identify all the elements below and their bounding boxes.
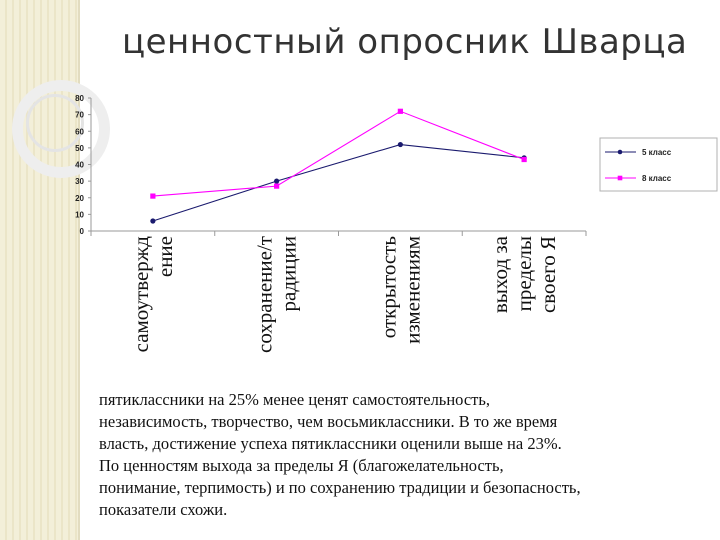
y-tick-label: 70 xyxy=(75,111,84,120)
decorative-ring-inner xyxy=(26,94,84,152)
caption-line: По ценностям выхода за пределы Я (благож… xyxy=(99,456,504,475)
data-point xyxy=(397,108,403,114)
y-tick-label: 60 xyxy=(75,127,84,136)
data-point xyxy=(397,141,403,148)
data-point xyxy=(150,218,156,224)
slide-title: ценностный опросник Шварца xyxy=(122,22,688,62)
caption-line: власть, достижение успеха пятиклассники … xyxy=(99,434,562,453)
legend-label: 8 класс xyxy=(642,174,672,183)
caption-line: понимание, терпимость) и по сохранению т… xyxy=(99,478,581,497)
y-tick-label: 40 xyxy=(75,161,84,170)
data-point xyxy=(274,178,280,184)
x-tick-label: изменениям xyxy=(400,236,424,344)
data-point xyxy=(150,193,156,199)
y-tick-label: 20 xyxy=(75,194,84,203)
caption-text: пятиклассники на 25% менее ценят самосто… xyxy=(99,389,709,521)
data-point xyxy=(521,156,527,163)
y-tick-label: 80 xyxy=(75,94,84,103)
x-tick-label: самоутвержд xyxy=(129,236,153,353)
x-tick-label: открытость xyxy=(376,236,400,338)
caption-line: независимость, творчество, чем восьмикла… xyxy=(99,412,558,431)
y-tick-label: 50 xyxy=(75,144,84,153)
caption-line: пятиклассники на 25% менее ценят самосто… xyxy=(99,390,490,409)
legend-box xyxy=(599,137,718,192)
line-chart: 0 10 20 30 40 50 60 70 80 самоутвержд ение сохранен… xyxy=(75,94,718,353)
x-tick-label: выход за xyxy=(488,235,512,313)
x-tick-label: радиции xyxy=(277,236,301,311)
x-tick-label: сохранение/т xyxy=(253,236,277,353)
legend-marker xyxy=(617,149,623,155)
decorative-ring xyxy=(12,80,110,178)
caption-line: показатели схожи. xyxy=(99,500,228,519)
legend-label: 5 класс xyxy=(642,148,672,157)
series-line xyxy=(152,143,525,222)
x-tick-label: пределы xyxy=(512,236,536,311)
legend-marker xyxy=(617,175,623,181)
y-tick-label: 0 xyxy=(80,227,85,236)
series-line xyxy=(152,110,525,197)
data-point xyxy=(274,183,280,189)
x-tick-label: своего Я xyxy=(536,236,560,313)
y-tick-label: 10 xyxy=(75,210,84,219)
x-tick-label: ение xyxy=(153,236,177,277)
y-tick-label: 30 xyxy=(75,177,84,186)
